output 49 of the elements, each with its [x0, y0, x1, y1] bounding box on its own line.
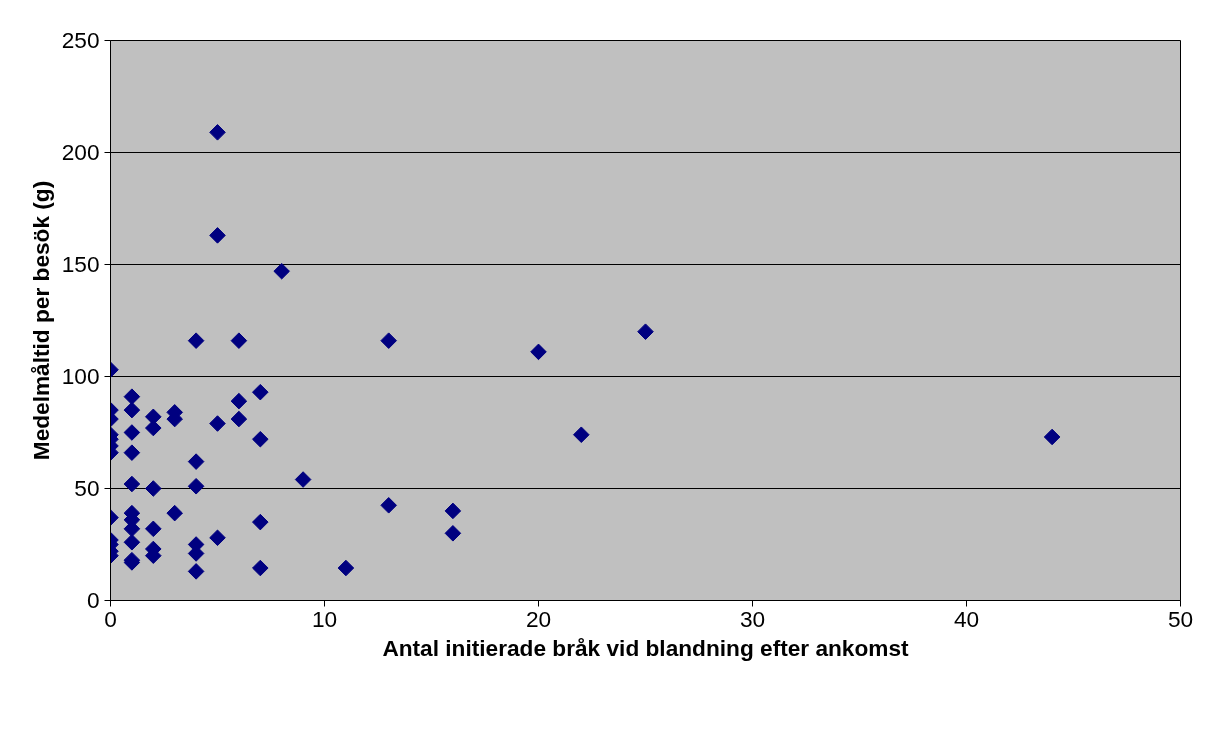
- point: [123, 533, 141, 551]
- x-tick-label: 50: [1167, 605, 1194, 632]
- point: [252, 383, 269, 401]
- point: [444, 502, 462, 520]
- point: [252, 513, 269, 531]
- point: [187, 332, 205, 349]
- point: [187, 477, 205, 495]
- x-tick-label: 30: [739, 605, 766, 632]
- point: [209, 227, 226, 244]
- x-tick-label: 20: [525, 605, 552, 632]
- point: [187, 563, 205, 580]
- point: [230, 410, 248, 428]
- x-tick-label: 0: [104, 605, 117, 632]
- point: [209, 529, 226, 547]
- point: [252, 430, 269, 448]
- x-tick-label: 40: [953, 605, 980, 632]
- point: [230, 332, 248, 349]
- point: [209, 124, 226, 141]
- point: [252, 559, 269, 577]
- point: [337, 559, 355, 577]
- point: [1043, 428, 1061, 446]
- point: [123, 475, 141, 493]
- point: [123, 424, 141, 441]
- point: [380, 332, 397, 349]
- point: [444, 525, 462, 542]
- y-tick-label: 250: [61, 27, 100, 53]
- point: [380, 497, 397, 514]
- point: [166, 504, 183, 522]
- point: [294, 471, 312, 488]
- x-tick-label: 10: [311, 605, 338, 632]
- x-axis-title: Antal initierade bråk vid blandning efter ankomst: [382, 634, 910, 661]
- y-tick-label: 150: [61, 251, 100, 277]
- point: [123, 401, 141, 419]
- point: [637, 323, 654, 340]
- y-tick-label: 100: [61, 363, 100, 389]
- point: [530, 343, 547, 361]
- point: [187, 453, 205, 470]
- point: [573, 426, 590, 444]
- point: [145, 520, 162, 538]
- y-tick-label: 50: [74, 475, 100, 501]
- point: [209, 415, 226, 432]
- y-axis-title: Medelmåltid per besök (g): [27, 180, 54, 461]
- point: [123, 444, 141, 461]
- y-tick-label: 0: [86, 587, 100, 613]
- y-tick-label: 200: [61, 139, 100, 165]
- point: [145, 480, 162, 497]
- point: [230, 392, 248, 410]
- point: [273, 262, 290, 280]
- point: [123, 388, 141, 405]
